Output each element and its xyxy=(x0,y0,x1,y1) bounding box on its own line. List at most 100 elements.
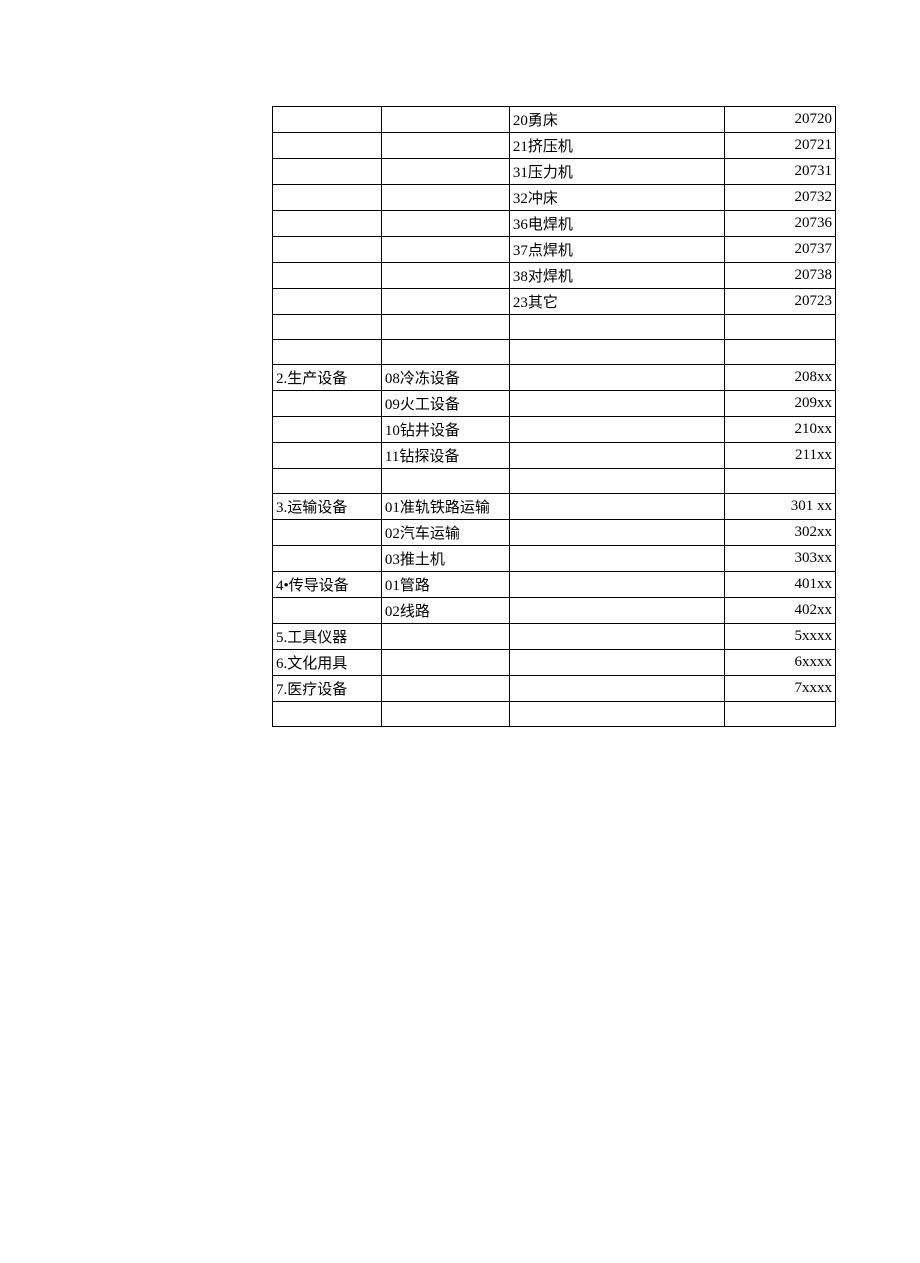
cell-category xyxy=(273,520,382,546)
cell-subcategory: 03推土机 xyxy=(381,546,509,572)
cell-subcategory: 08冷冻设备 xyxy=(381,365,509,391)
cell-code: 208xx xyxy=(725,365,836,391)
table-row: 31压力机20731 xyxy=(273,159,836,185)
cell-code xyxy=(725,315,836,340)
cell-code: 20721 xyxy=(725,133,836,159)
cell-subcategory: 02线路 xyxy=(381,598,509,624)
cell-category xyxy=(273,237,382,263)
cell-category xyxy=(273,340,382,365)
cell-category xyxy=(273,263,382,289)
cell-category: 5.工具仪器 xyxy=(273,624,382,650)
cell-subcategory: 01管路 xyxy=(381,572,509,598)
cell-category xyxy=(273,107,382,133)
cell-category xyxy=(273,546,382,572)
table-row: 23其它20723 xyxy=(273,289,836,315)
cell-code: 6xxxx xyxy=(725,650,836,676)
cell-item xyxy=(509,315,724,340)
table-row xyxy=(273,315,836,340)
cell-category xyxy=(273,598,382,624)
table-row xyxy=(273,340,836,365)
cell-item: 32冲床 xyxy=(509,185,724,211)
table-row: 03推土机303xx xyxy=(273,546,836,572)
cell-code: 20732 xyxy=(725,185,836,211)
cell-item xyxy=(509,391,724,417)
table-row: 02汽车运输 302xx xyxy=(273,520,836,546)
cell-subcategory xyxy=(381,340,509,365)
table-row: 6.文化用具 6xxxx xyxy=(273,650,836,676)
cell-subcategory xyxy=(381,159,509,185)
cell-item: 20勇床 xyxy=(509,107,724,133)
cell-code: 302xx xyxy=(725,520,836,546)
cell-subcategory xyxy=(381,107,509,133)
cell-code: 209xx xyxy=(725,391,836,417)
cell-category xyxy=(273,211,382,237)
cell-code: 20737 xyxy=(725,237,836,263)
cell-subcategory xyxy=(381,185,509,211)
cell-subcategory xyxy=(381,676,509,702)
table-row xyxy=(273,469,836,494)
cell-category: 4•传导设备 xyxy=(273,572,382,598)
cell-item xyxy=(509,702,724,727)
cell-subcategory: 10钻井设备 xyxy=(381,417,509,443)
cell-item xyxy=(509,417,724,443)
cell-item xyxy=(509,365,724,391)
cell-code: 402xx xyxy=(725,598,836,624)
table-row: 5.工具仪器 5xxxx xyxy=(273,624,836,650)
cell-code: 20720 xyxy=(725,107,836,133)
cell-code: 401xx xyxy=(725,572,836,598)
cell-code xyxy=(725,340,836,365)
cell-item xyxy=(509,650,724,676)
cell-item: 38对焊机 xyxy=(509,263,724,289)
cell-category xyxy=(273,443,382,469)
table-body: 20勇床2072021挤压机2072131压力机2073132冲床2073236… xyxy=(273,107,836,727)
table-row: 09火工设备209xx xyxy=(273,391,836,417)
cell-subcategory xyxy=(381,650,509,676)
cell-item: 31压力机 xyxy=(509,159,724,185)
cell-category xyxy=(273,133,382,159)
equipment-code-table: 20勇床2072021挤压机2072131压力机2073132冲床2073236… xyxy=(272,106,836,727)
cell-category: 7.医疗设备 xyxy=(273,676,382,702)
cell-item: 36电焊机 xyxy=(509,211,724,237)
cell-item xyxy=(509,340,724,365)
table-row: 32冲床20732 xyxy=(273,185,836,211)
cell-item xyxy=(509,546,724,572)
cell-code: 20723 xyxy=(725,289,836,315)
cell-code: 7xxxx xyxy=(725,676,836,702)
cell-item xyxy=(509,469,724,494)
cell-subcategory xyxy=(381,133,509,159)
cell-item: 23其它 xyxy=(509,289,724,315)
cell-subcategory xyxy=(381,315,509,340)
table-row: 10钻井设备 210xx xyxy=(273,417,836,443)
cell-code: 210xx xyxy=(725,417,836,443)
cell-subcategory: 01准轨铁路运输 xyxy=(381,494,509,520)
cell-item xyxy=(509,572,724,598)
cell-subcategory: 02汽车运输 xyxy=(381,520,509,546)
cell-subcategory: 11钻探设备 xyxy=(381,443,509,469)
cell-category xyxy=(273,315,382,340)
table-row: 2.生产设备08冷冻设备 208xx xyxy=(273,365,836,391)
table-row: 38对焊机20738 xyxy=(273,263,836,289)
cell-subcategory xyxy=(381,624,509,650)
cell-subcategory xyxy=(381,702,509,727)
cell-code: 5xxxx xyxy=(725,624,836,650)
cell-category xyxy=(273,289,382,315)
cell-subcategory xyxy=(381,469,509,494)
cell-code: 20736 xyxy=(725,211,836,237)
table-row: 4•传导设备01管路 401xx xyxy=(273,572,836,598)
cell-category: 6.文化用具 xyxy=(273,650,382,676)
table-row: 20勇床20720 xyxy=(273,107,836,133)
cell-item: 37点焊机 xyxy=(509,237,724,263)
cell-subcategory xyxy=(381,289,509,315)
cell-category xyxy=(273,185,382,211)
cell-category xyxy=(273,702,382,727)
table-row: 11钻探设备211xx xyxy=(273,443,836,469)
table-row: 7.医疗设备 7xxxx xyxy=(273,676,836,702)
cell-code xyxy=(725,469,836,494)
cell-subcategory xyxy=(381,237,509,263)
cell-item xyxy=(509,598,724,624)
table-row: 02线路 402xx xyxy=(273,598,836,624)
main-table: 20勇床2072021挤压机2072131压力机2073132冲床2073236… xyxy=(272,106,836,727)
cell-subcategory xyxy=(381,263,509,289)
cell-category xyxy=(273,159,382,185)
cell-category: 2.生产设备 xyxy=(273,365,382,391)
